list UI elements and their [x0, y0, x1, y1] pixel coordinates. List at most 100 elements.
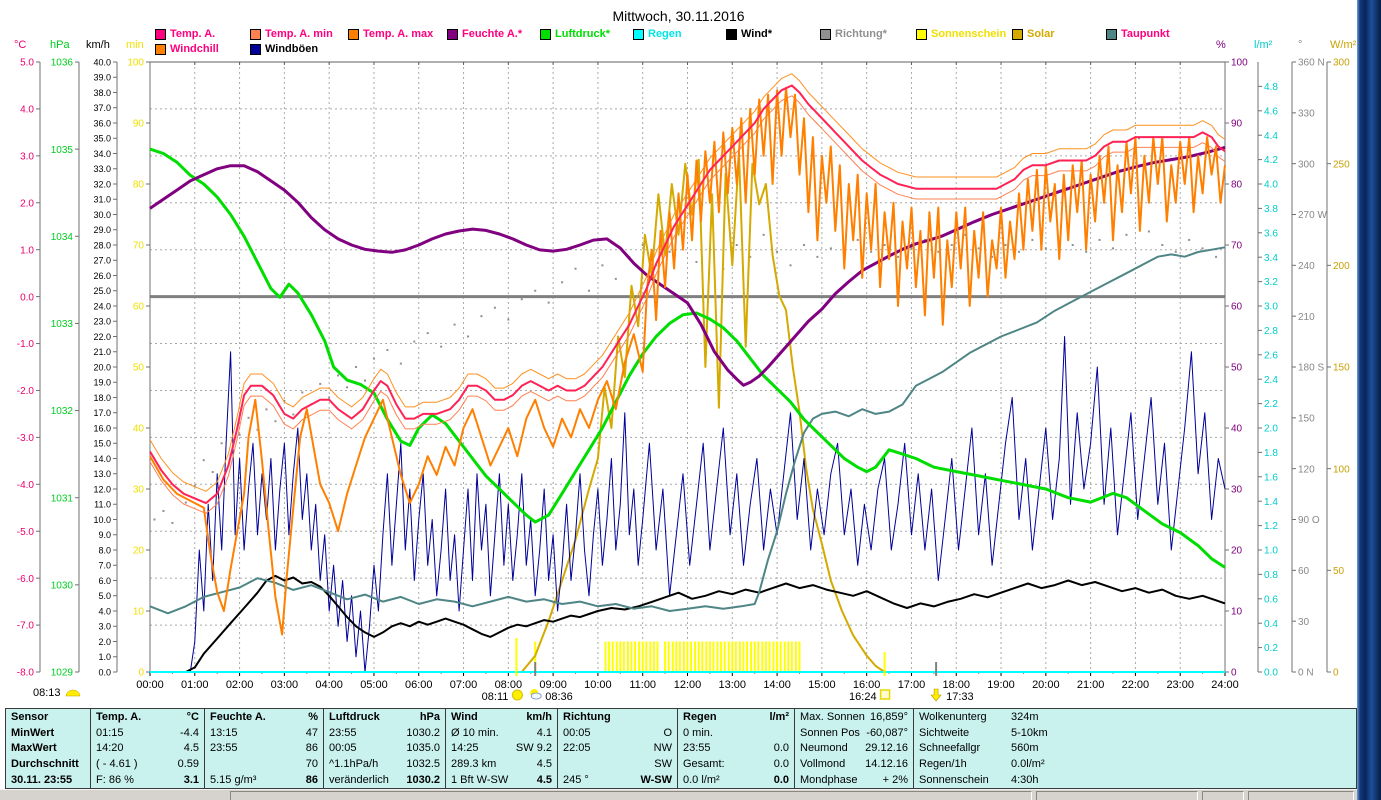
- svg-text:24:00: 24:00: [1211, 679, 1239, 691]
- legend-swatch-icon: [1012, 28, 1023, 40]
- legend-label: Solar: [1027, 28, 1055, 40]
- weather-day-chart: °C -8.0 -7.0 -6.0 -5.0 -4.0 -3.0 -2.0 -1.0 0.0 1.0…: [14, 39, 1357, 703]
- chart-legend: Temp. A. Temp. A. min Temp. A. max Feuchte …: [0, 28, 1357, 60]
- svg-text:40.0: 40.0: [93, 57, 111, 67]
- axis-kmh: km/h 0.0 1.0 2.0 3.0 4.0 5.0 6.0 7.0 8.0 9.0 10.0 11…: [86, 39, 118, 677]
- legend-swatch-icon: [155, 28, 166, 40]
- svg-text:07:00: 07:00: [450, 679, 478, 691]
- axis-wm2: W/m² 0 50 100 150 200 250 300: [1326, 39, 1357, 679]
- svg-text:8.0: 8.0: [98, 545, 111, 555]
- svg-text:0: 0: [1231, 668, 1237, 679]
- svg-text:100: 100: [1231, 58, 1248, 69]
- svg-text:%: %: [1216, 39, 1226, 51]
- legend-label: Wind*: [741, 28, 773, 40]
- legend-label: Sonnenschein: [931, 28, 1007, 40]
- svg-text:3.0: 3.0: [1264, 302, 1278, 313]
- svg-text:10:00: 10:00: [584, 679, 612, 691]
- svg-text:18:00: 18:00: [942, 679, 970, 691]
- svg-text:36.0: 36.0: [93, 118, 111, 128]
- table-cell: 0 min.: [683, 726, 713, 739]
- sunrise-icon: [65, 689, 81, 697]
- svg-text:24.0: 24.0: [93, 301, 111, 311]
- svg-text:22.0: 22.0: [93, 332, 111, 342]
- axis-lm2: l/m² 0.0 0.2 0.4 0.6 0.8 1.0 1.2 1.4 1.6 1.8 2.0 2.2…: [1254, 39, 1278, 679]
- svg-text:0: 0: [1333, 668, 1339, 679]
- svg-text:0.2: 0.2: [1264, 643, 1278, 654]
- legend-label: Temp. A. max: [363, 28, 434, 40]
- table-cell: Luftdruck hPa: [329, 710, 440, 723]
- legend-item-temp-a-max: Temp. A. max: [348, 28, 433, 40]
- table-cell: ( - 4.61 ) 0.59: [96, 758, 199, 771]
- svg-text:4.0: 4.0: [98, 606, 111, 616]
- svg-text:17:00: 17:00: [898, 679, 926, 691]
- table-cell: MaxWert: [11, 742, 57, 755]
- table-cell: 0.0 l/m² 0.0: [683, 774, 789, 787]
- svg-text:06:00: 06:00: [405, 679, 433, 691]
- legend-swatch-icon: [250, 28, 261, 40]
- svg-text:°C: °C: [14, 39, 26, 51]
- svg-text:100: 100: [127, 58, 144, 69]
- svg-text:21:00: 21:00: [1077, 679, 1105, 691]
- series-taupunkt: [149, 246, 1226, 615]
- table-column-4: Wind km/h Ø 10 min. 4.1 14:25 SW 9.2 289.3 km 4…: [446, 709, 558, 788]
- svg-text:1033: 1033: [51, 319, 74, 330]
- svg-text:hPa: hPa: [50, 39, 70, 51]
- legend-label: Taupunkt: [1121, 28, 1170, 40]
- legend-item-luftdruck-: Luftdruck*: [540, 28, 610, 40]
- svg-text:1.0: 1.0: [98, 652, 111, 662]
- svg-text:23.0: 23.0: [93, 317, 111, 327]
- svg-text:0.6: 0.6: [1264, 594, 1278, 605]
- svg-text:3.6: 3.6: [1264, 228, 1278, 239]
- legend-swatch-icon: [633, 28, 644, 40]
- svg-text:2.6: 2.6: [1264, 350, 1278, 361]
- svg-text:3.8: 3.8: [1264, 204, 1278, 215]
- svg-text:16.0: 16.0: [93, 423, 111, 433]
- status-bar-segment-0: [230, 791, 1032, 800]
- svg-text:1034: 1034: [51, 232, 74, 243]
- svg-text:5.0: 5.0: [20, 58, 34, 69]
- svg-text:5.0: 5.0: [98, 591, 111, 601]
- legend-swatch-icon: [348, 28, 359, 40]
- svg-text:2.0: 2.0: [1264, 424, 1278, 435]
- svg-text:08:13: 08:13: [33, 687, 61, 699]
- svg-text:14.0: 14.0: [93, 454, 111, 464]
- table-cell: 245 ° W-SW: [563, 774, 672, 787]
- svg-text:°: °: [1298, 39, 1302, 51]
- svg-text:32.0: 32.0: [93, 179, 111, 189]
- svg-text:80: 80: [1231, 180, 1243, 191]
- svg-text:-5.0: -5.0: [17, 527, 35, 538]
- table-cell: Regen l/m²: [683, 710, 789, 723]
- legend-label: Luftdruck*: [555, 28, 610, 40]
- grid: [149, 61, 1226, 676]
- table-cell: Sonnen Pos -60,087°: [800, 726, 908, 739]
- legend-label: Feuchte A.*: [462, 28, 523, 40]
- svg-text:27.0: 27.0: [93, 256, 111, 266]
- svg-text:03:00: 03:00: [271, 679, 299, 691]
- svg-text:-8.0: -8.0: [17, 668, 35, 679]
- svg-text:0: 0: [138, 668, 144, 679]
- table-cell: 23:55 86: [210, 742, 318, 755]
- svg-text:9.0: 9.0: [98, 530, 111, 540]
- svg-text:13:00: 13:00: [719, 679, 747, 691]
- table-cell: Gesamt: 0.0: [683, 758, 789, 771]
- svg-text:37.0: 37.0: [93, 103, 111, 113]
- svg-text:60: 60: [133, 302, 145, 313]
- legend-item-feuchte-a-: Feuchte A.*: [447, 28, 522, 40]
- table-cell: veränderlich 1030.2: [329, 774, 440, 787]
- svg-text:30: 30: [1231, 485, 1243, 496]
- table-cell: Ø 10 min. 4.1: [451, 726, 552, 739]
- svg-text:40: 40: [133, 424, 145, 435]
- legend-label: Temp. A. min: [265, 28, 333, 40]
- svg-text:0.0: 0.0: [1264, 668, 1278, 679]
- table-cell: 23:55 1030.2: [329, 726, 440, 739]
- svg-text:15.0: 15.0: [93, 439, 111, 449]
- legend-label: Windböen: [265, 43, 319, 55]
- legend-label: Temp. A.: [170, 28, 216, 40]
- svg-text:200: 200: [1333, 261, 1350, 272]
- svg-text:39.0: 39.0: [93, 73, 111, 83]
- table-cell: Wind km/h: [451, 710, 552, 723]
- svg-text:2.4: 2.4: [1264, 375, 1278, 386]
- x-axis-labels: 00:00 01:00 02:00 03:00 04:00 05:00 06:00 07:00…: [136, 679, 1239, 691]
- svg-text:08:36: 08:36: [545, 691, 573, 703]
- table-cell: Neumond 29.12.16: [800, 742, 908, 755]
